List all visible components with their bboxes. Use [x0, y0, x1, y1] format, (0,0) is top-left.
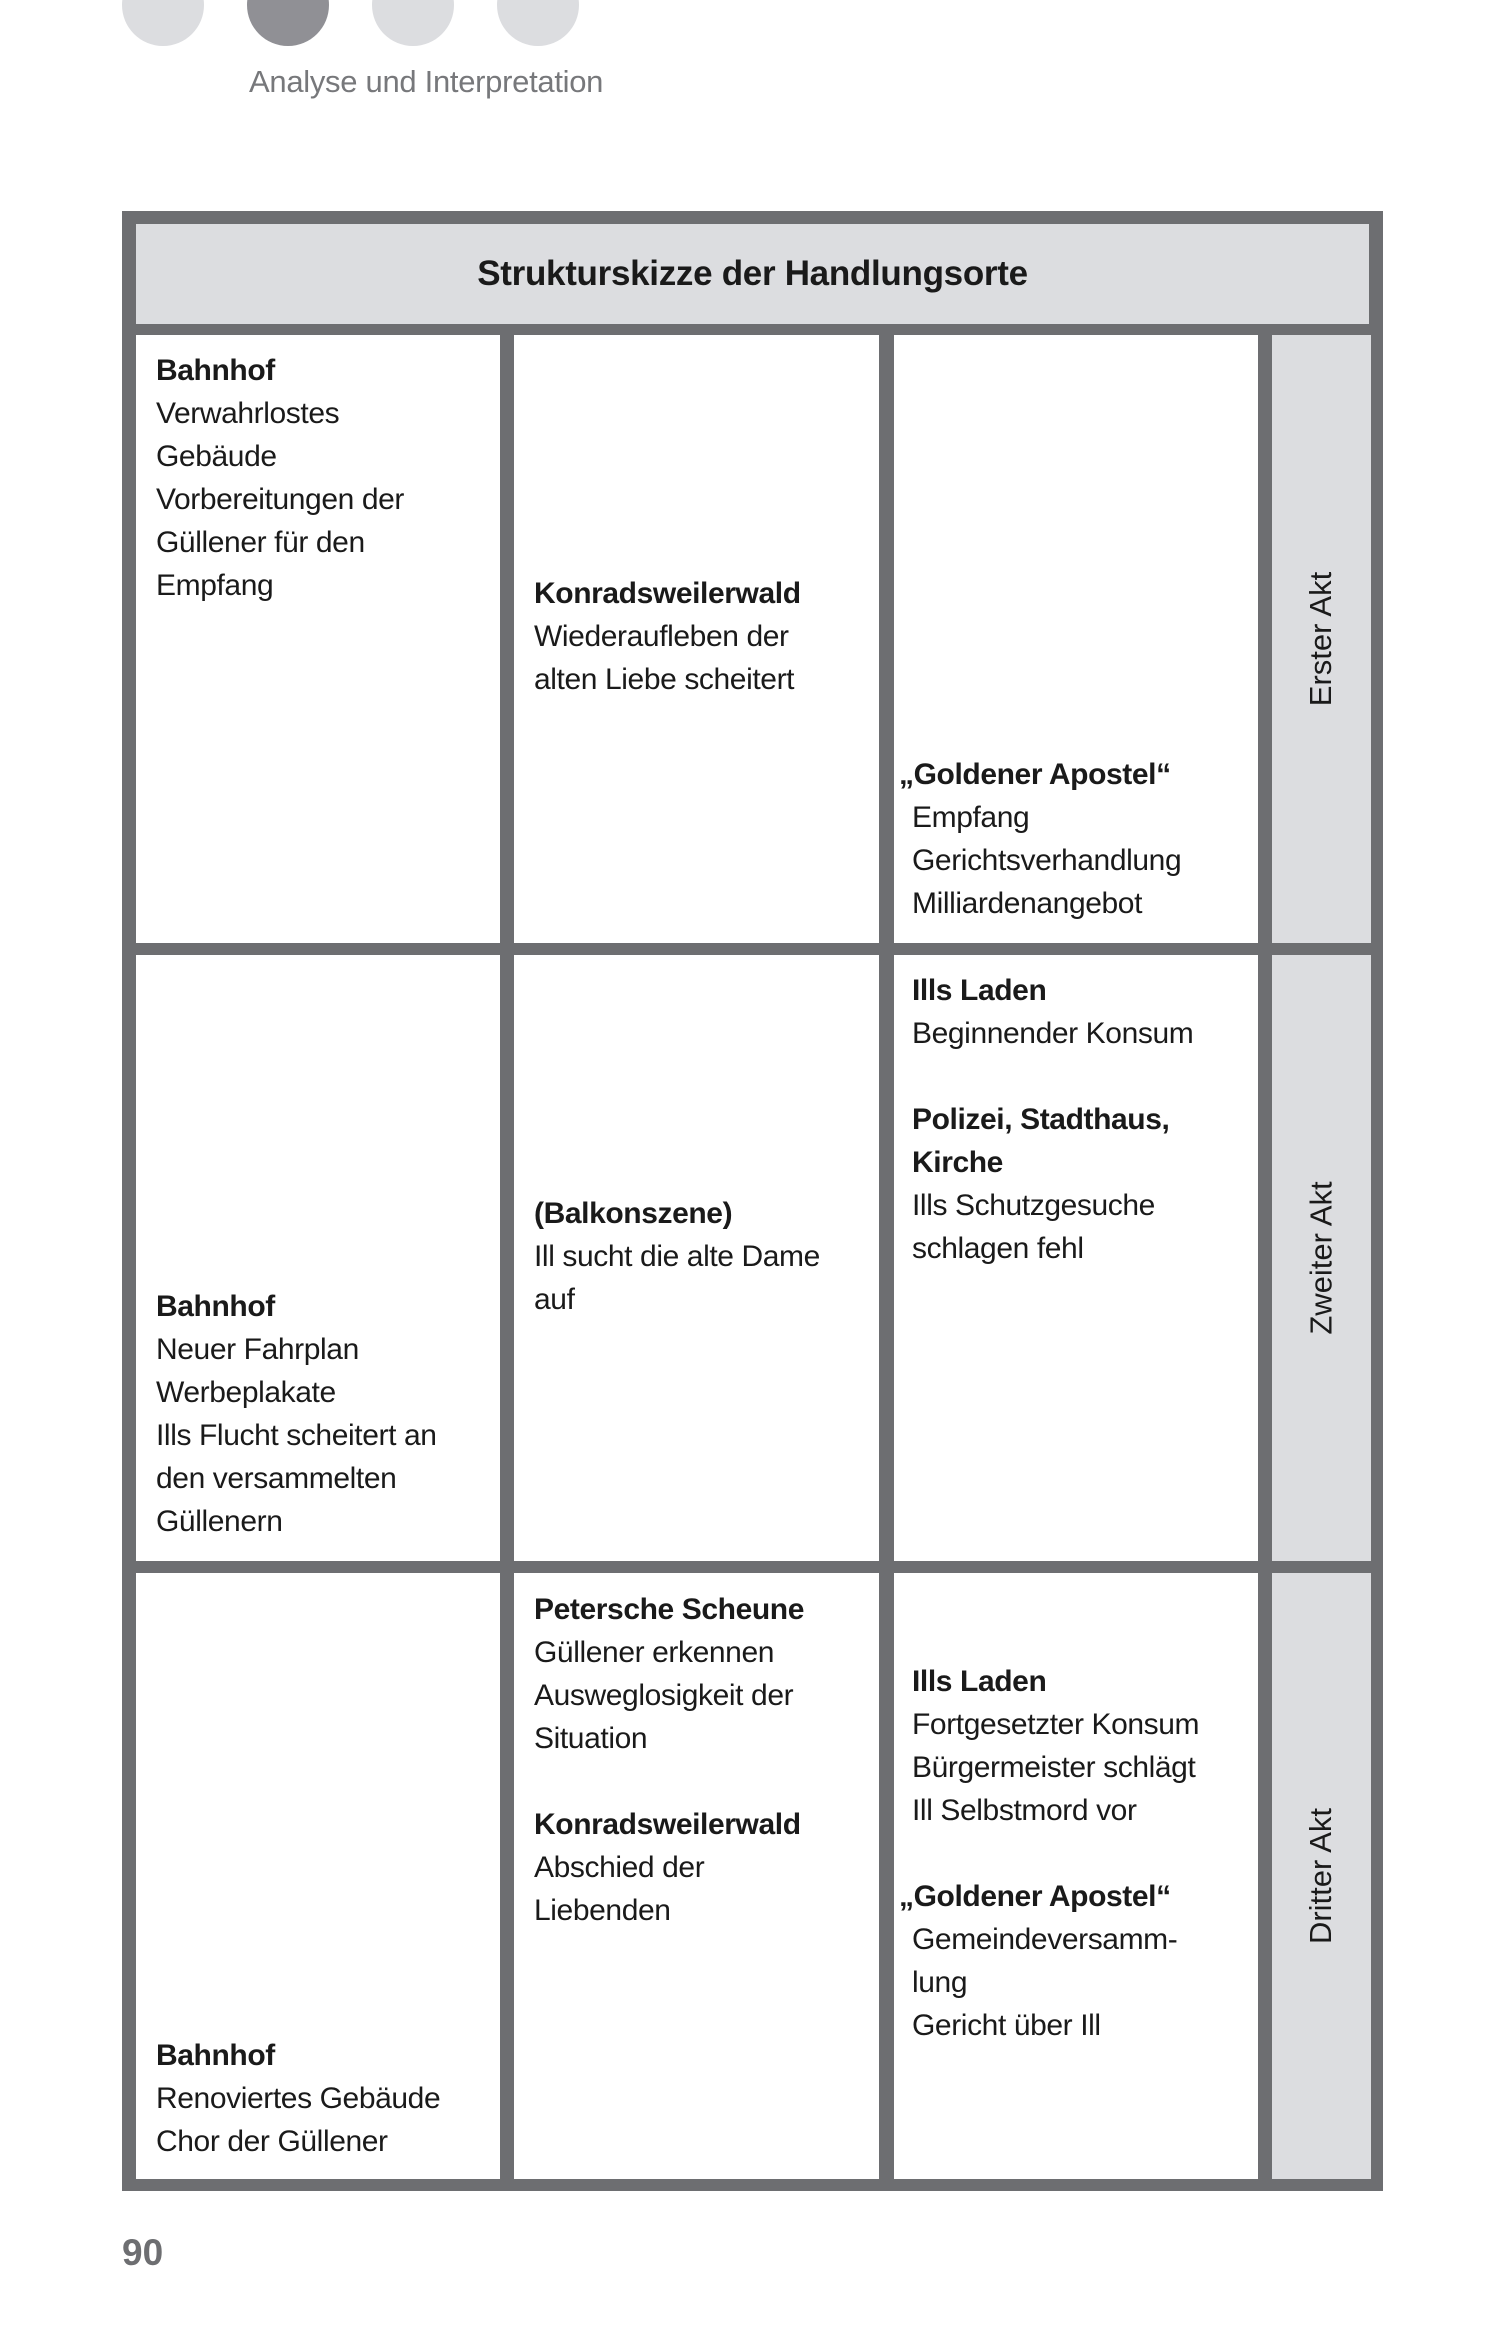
location-heading: Ills Laden: [912, 1665, 1047, 1698]
location-heading: Konradsweilerwald: [534, 577, 801, 610]
cell-text-line: Fortgesetzter Konsum: [912, 1708, 1200, 1741]
blank-line: [912, 1055, 1254, 1098]
table-cell: Konradsweilerwald Wiederaufleben der alten…: [514, 335, 879, 943]
cell-text-line: Ausweglosigkeit der: [534, 1679, 794, 1712]
table-cell: Bahnhof Verwahrlostes Gebäude Vorbereitunge…: [136, 335, 500, 943]
section-title: Analyse und Interpretation: [249, 64, 604, 99]
table-cell: Ills Laden Fortgesetzter Konsum Bürgermeis…: [894, 1573, 1258, 2179]
cell-text-line: Milliardenangebot: [912, 887, 1143, 920]
cell-text-line: Güllener für den: [156, 526, 365, 559]
chapter-dot: [122, 0, 204, 46]
cell-text-line: Ills Schutzgesuche: [912, 1189, 1155, 1222]
cell-text-line: Güllener erkennen: [534, 1636, 775, 1669]
cell-text-line: Chor der Güllener: [156, 2125, 388, 2158]
cell-text-line: Ills Flucht scheitert an: [156, 1419, 437, 1452]
table-cell: „Goldener Apostel“ Empfang Gerichtsverhand…: [894, 335, 1258, 943]
cell-text-line: Empfang: [912, 801, 1030, 834]
cell-text-line: Neuer Fahrplan: [156, 1333, 359, 1366]
cell-text-line: Güllenern: [156, 1505, 283, 1538]
act-label: Erster Akt: [1303, 571, 1339, 707]
act-label: Zweiter Akt: [1303, 1181, 1339, 1335]
location-heading: Bahnhof: [156, 354, 275, 387]
table-cell: (Balkonszene) Ill sucht die alte Dame auf: [514, 955, 879, 1561]
act-label-cell: Dritter Akt: [1272, 1573, 1371, 2179]
cell-text-line: Ill Selbstmord vor: [912, 1794, 1137, 1827]
cell-text-line: Empfang: [156, 569, 274, 602]
cell-text-line: Beginnender Konsum: [912, 1017, 1194, 1050]
chapter-dot: [372, 0, 454, 46]
location-heading: Kirche: [912, 1146, 1003, 1179]
table-cell: Ills Laden Beginnender Konsum Polizei, Sta…: [894, 955, 1258, 1561]
cell-text-line: Bürgermeister schlägt: [912, 1751, 1196, 1784]
act-label-cell: Erster Akt: [1272, 335, 1371, 943]
structure-table: Strukturskizze der Handlungsorte Bahnhof…: [122, 211, 1383, 2191]
page-number: 90: [122, 2232, 164, 2273]
cell-text-line: Gemeindeversamm-: [912, 1923, 1178, 1956]
location-heading: „Goldener Apostel“: [899, 758, 1171, 791]
cell-text-line: Gericht über Ill: [912, 2009, 1101, 2042]
table-cell: Bahnhof Neuer Fahrplan Werbeplakate Ills Fl…: [136, 955, 500, 1561]
cell-text-line: schlagen fehl: [912, 1232, 1084, 1265]
location-heading: Polizei, Stadthaus,: [912, 1103, 1170, 1136]
cell-text-line: den versammelten: [156, 1462, 397, 1495]
blank-line: [912, 1832, 1254, 1875]
chapter-dot: [497, 0, 579, 46]
act-label-cell: Zweiter Akt: [1272, 955, 1371, 1561]
location-heading: (Balkonszene): [534, 1197, 733, 1230]
location-heading: Bahnhof: [156, 1290, 275, 1323]
location-heading: Ills Laden: [912, 974, 1047, 1007]
table-cell: Petersche Scheune Güllener erkennen Ausweg…: [514, 1573, 879, 2179]
cell-text-line: Verwahrlostes: [156, 397, 340, 430]
cell-text-line: Gebäude: [156, 440, 277, 473]
location-heading: Petersche Scheune: [534, 1593, 804, 1626]
cell-text-line: lung: [912, 1966, 968, 1999]
blank-line: [534, 1760, 875, 1803]
chapter-dot-active: [247, 0, 329, 46]
cell-text-line: Liebenden: [534, 1894, 671, 1927]
cell-text-line: Abschied der: [534, 1851, 705, 1884]
cell-text-line: auf: [534, 1283, 575, 1316]
cell-text-line: Renoviertes Gebäude: [156, 2082, 441, 2115]
table-cell: Bahnhof Renoviertes Gebäude Chor der Gülle…: [136, 1573, 500, 2179]
cell-text-line: Wiederaufleben der: [534, 620, 789, 653]
cell-text-line: alten Liebe scheitert: [534, 663, 795, 696]
cell-text-line: Werbeplakate: [156, 1376, 336, 1409]
location-heading: Konradsweilerwald: [534, 1808, 801, 1841]
table-title: Strukturskizze der Handlungsorte: [136, 224, 1369, 324]
act-label: Dritter Akt: [1303, 1807, 1339, 1945]
cell-text-line: Gerichtsverhandlung: [912, 844, 1182, 877]
cell-text-line: Ill sucht die alte Dame: [534, 1240, 820, 1273]
cell-text-line: Situation: [534, 1722, 648, 1755]
cell-text-line: Vorbereitungen der: [156, 483, 404, 516]
location-heading: „Goldener Apostel“: [899, 1880, 1171, 1913]
location-heading: Bahnhof: [156, 2039, 275, 2072]
